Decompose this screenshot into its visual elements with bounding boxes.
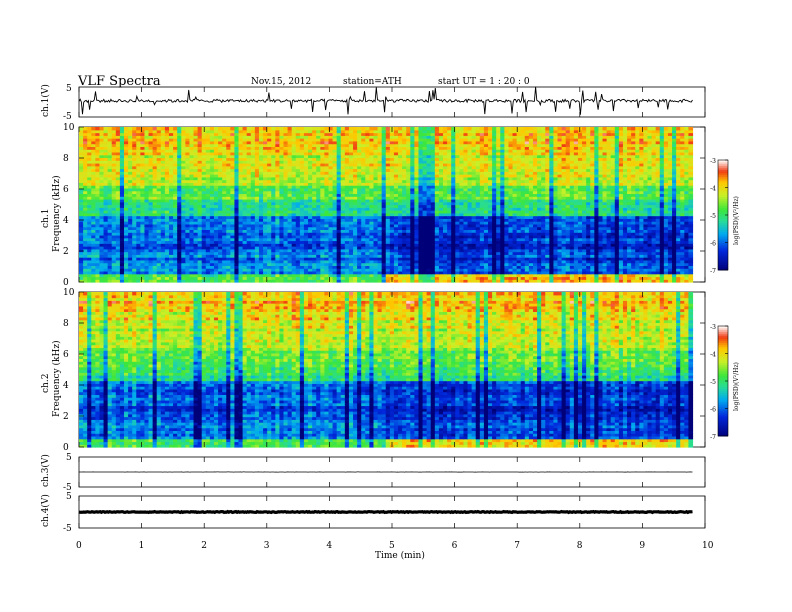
colorbar-tick--4: -4 [710,186,716,193]
ch1-ytick-top: 5 [66,84,72,94]
y-tick-label-6: 6 [63,350,69,360]
colorbar-label: log(PSD)(V²/Hz) [733,196,740,245]
y-tick-label-2: 2 [63,247,69,257]
station-label: station=ATH [343,77,402,87]
colorbar-label: log(PSD)(V²/Hz) [733,362,740,411]
ch2-spectrogram-ylabel: Frequency (kHz) [51,340,62,417]
ch1-waveform-line [78,86,693,115]
y-axis-labels: 5 -5 ch.1(V) ch.1 Frequency (kHz) ch.2 F… [40,84,72,534]
figure-title: VLF Spectra [77,74,161,89]
colorbar-tick--4: -4 [710,352,716,359]
y-tick-label-4: 4 [63,216,69,226]
ch4-ytick-bottom: -5 [63,524,72,534]
x-tick-labels: 0 1 2 3 4 5 6 7 8 9 10 [76,541,714,551]
ch2-spectrogram [79,292,694,448]
colorbar-tick--7: -7 [710,434,716,441]
colorbar-tick--6: -6 [710,407,716,414]
x-tick-label-9: 9 [639,541,645,551]
y-tick-label-0: 0 [63,278,69,288]
y-tick-label-4: 4 [63,381,69,391]
x-tick-label-4: 4 [326,541,332,551]
y-tick-label-8: 8 [63,154,69,164]
ch1-spectrogram-channel-label: ch.1 [41,209,51,228]
ch1-colorbar: -3 -4 -5 -6 -7 log(PSD)(V²/Hz) [710,158,740,275]
colorbar-tick--3: -3 [710,324,716,331]
colorbar-tick--7: -7 [710,268,716,275]
ch2-colorbar: -3 -4 -5 -6 -7 log(PSD)(V²/Hz) [710,324,740,441]
ch3-ytick-bottom: -5 [63,483,72,493]
date-label: Nov.15, 2012 [251,77,311,87]
ch2-spectrogram-channel-label: ch.2 [41,374,51,393]
colorbar-tick--5: -5 [710,213,716,220]
ch3-ytick-top: 5 [66,453,72,463]
ch1-spectrogram-ylabel: Frequency (kHz) [51,175,62,252]
y-tick-label-2: 2 [63,412,69,422]
ch4-ytick-top: 5 [66,492,72,502]
x-axis-label: Time (min) [375,550,425,561]
x-tick-label-3: 3 [264,541,270,551]
start-time-label: start UT = 1 : 20 : 0 [438,77,530,87]
x-tick-label-7: 7 [514,541,520,551]
x-tick-label-6: 6 [452,541,458,551]
y-tick-label-8: 8 [63,319,69,329]
y-tick-label-6: 6 [63,185,69,195]
ch1-spectrogram [79,127,694,283]
x-tick-label-10: 10 [702,541,714,551]
ch4-waveform-line [78,509,693,515]
ch3-waveform-ylabel: ch.3(V) [40,454,51,487]
ch1-waveform-ylabel: ch.1(V) [40,84,51,117]
ch4-waveform-ylabel: ch.4(V) [40,494,51,527]
x-tick-label-2: 2 [201,541,207,551]
y-tick-label-0: 0 [63,443,69,453]
colorbar-tick--3: -3 [710,158,716,165]
y-tick-label-10: 10 [63,123,75,133]
colorbar-tick--5: -5 [710,379,716,386]
ch1-ytick-bottom: -5 [63,112,72,122]
y-tick-label-10: 10 [63,288,75,298]
x-tick-label-8: 8 [577,541,583,551]
colorbar-tick--6: -6 [710,241,716,248]
x-tick-label-5: 5 [389,541,395,551]
x-tick-label-0: 0 [76,541,82,551]
x-tick-label-1: 1 [139,541,145,551]
